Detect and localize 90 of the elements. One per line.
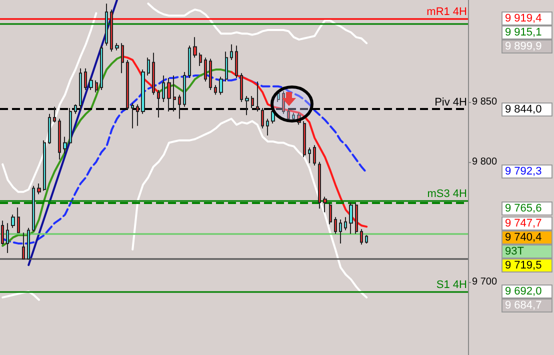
text: 9 684,7 [505, 300, 542, 312]
candlestick [334, 216, 337, 234]
line-series [2, 55, 124, 247]
candlestick [157, 89, 160, 118]
candlestick [152, 52, 155, 96]
text: 9 844,0 [505, 104, 542, 116]
candlestick [339, 218, 342, 244]
candlestick [188, 45, 191, 78]
candlestick [344, 216, 347, 231]
candlestick [266, 118, 269, 136]
candlestick [303, 120, 306, 158]
candlestick [261, 107, 264, 129]
candlestick [235, 45, 238, 78]
candlestick [178, 94, 181, 120]
candlestick [230, 44, 233, 60]
candlestick [183, 71, 186, 108]
candlestick [32, 185, 35, 232]
candlestick [313, 144, 316, 166]
candlestick [219, 76, 223, 96]
candlestick [100, 45, 103, 90]
text: 9 747,7 [505, 218, 542, 230]
candlestick [79, 68, 82, 111]
candlestick [360, 228, 363, 246]
candlestick [121, 42, 124, 74]
text: 93T [505, 246, 524, 258]
candlestick [209, 58, 212, 90]
ref-line-label: mR1 4H [426, 6, 468, 18]
candlestick [323, 196, 327, 213]
candlestick [173, 75, 176, 112]
candlestick [53, 106, 56, 123]
text: 9 765,6 [505, 202, 542, 214]
text: 9 719,5 [505, 260, 542, 272]
ref-line-label: Piv 4H [434, 96, 468, 109]
candlestick [329, 202, 332, 225]
text: 9 740,4 [505, 232, 542, 244]
candlestick [48, 113, 51, 144]
line-series [2, 73, 368, 244]
y-tick-label: 9 700 [472, 276, 498, 288]
candlestick [240, 72, 243, 102]
candlestick [6, 222, 9, 254]
candlestick [43, 140, 46, 192]
candlestick [89, 77, 93, 90]
candlestick [141, 69, 145, 114]
candlestick [27, 227, 30, 260]
candlestick [204, 57, 207, 82]
text: 9 915,1 [505, 26, 542, 38]
candlestick [245, 95, 249, 116]
candlestick [1, 220, 4, 246]
text: 9 692,0 [505, 286, 542, 298]
candlestick [37, 182, 41, 195]
candlestick [95, 80, 98, 93]
ref-line-label: mS3 4H [427, 188, 468, 200]
text: 9 899,9 [505, 40, 542, 52]
candlestick [131, 102, 134, 129]
candlestick [136, 104, 139, 126]
candlestick [110, 9, 113, 52]
line-series [28, 0, 118, 266]
candlestick [225, 51, 228, 82]
candlestick [69, 107, 72, 144]
candlestick [318, 161, 321, 210]
candlestick [126, 59, 129, 110]
candlestick [162, 75, 165, 102]
text: 9 792,3 [505, 166, 542, 178]
text: 9 919,4 [505, 12, 542, 24]
candlestick [214, 84, 217, 96]
candlestick [256, 81, 259, 112]
candlestick [147, 57, 150, 76]
candlestick [193, 36, 197, 58]
candlestick [11, 214, 15, 228]
candlestick [63, 136, 67, 154]
candlestick [167, 77, 171, 112]
candlestick [349, 202, 353, 234]
candlestick [17, 206, 20, 234]
candlestick [58, 118, 61, 160]
candlestick [365, 234, 368, 244]
line-series [121, 55, 160, 94]
candlestick [22, 232, 25, 260]
candlestick [251, 95, 254, 108]
line-series [230, 70, 368, 228]
candlestick [115, 42, 119, 51]
y-tick-label: 9 800 [472, 156, 498, 168]
candlestick [308, 147, 311, 164]
candlestick [84, 68, 87, 90]
y-tick-label: 9 850 [472, 96, 498, 108]
ref-line-label: S1 4H [436, 278, 468, 291]
candlestick [105, 3, 108, 46]
candlestick [74, 104, 77, 114]
line-series [158, 68, 232, 94]
candlestick [355, 202, 358, 234]
candlestick [199, 52, 202, 66]
